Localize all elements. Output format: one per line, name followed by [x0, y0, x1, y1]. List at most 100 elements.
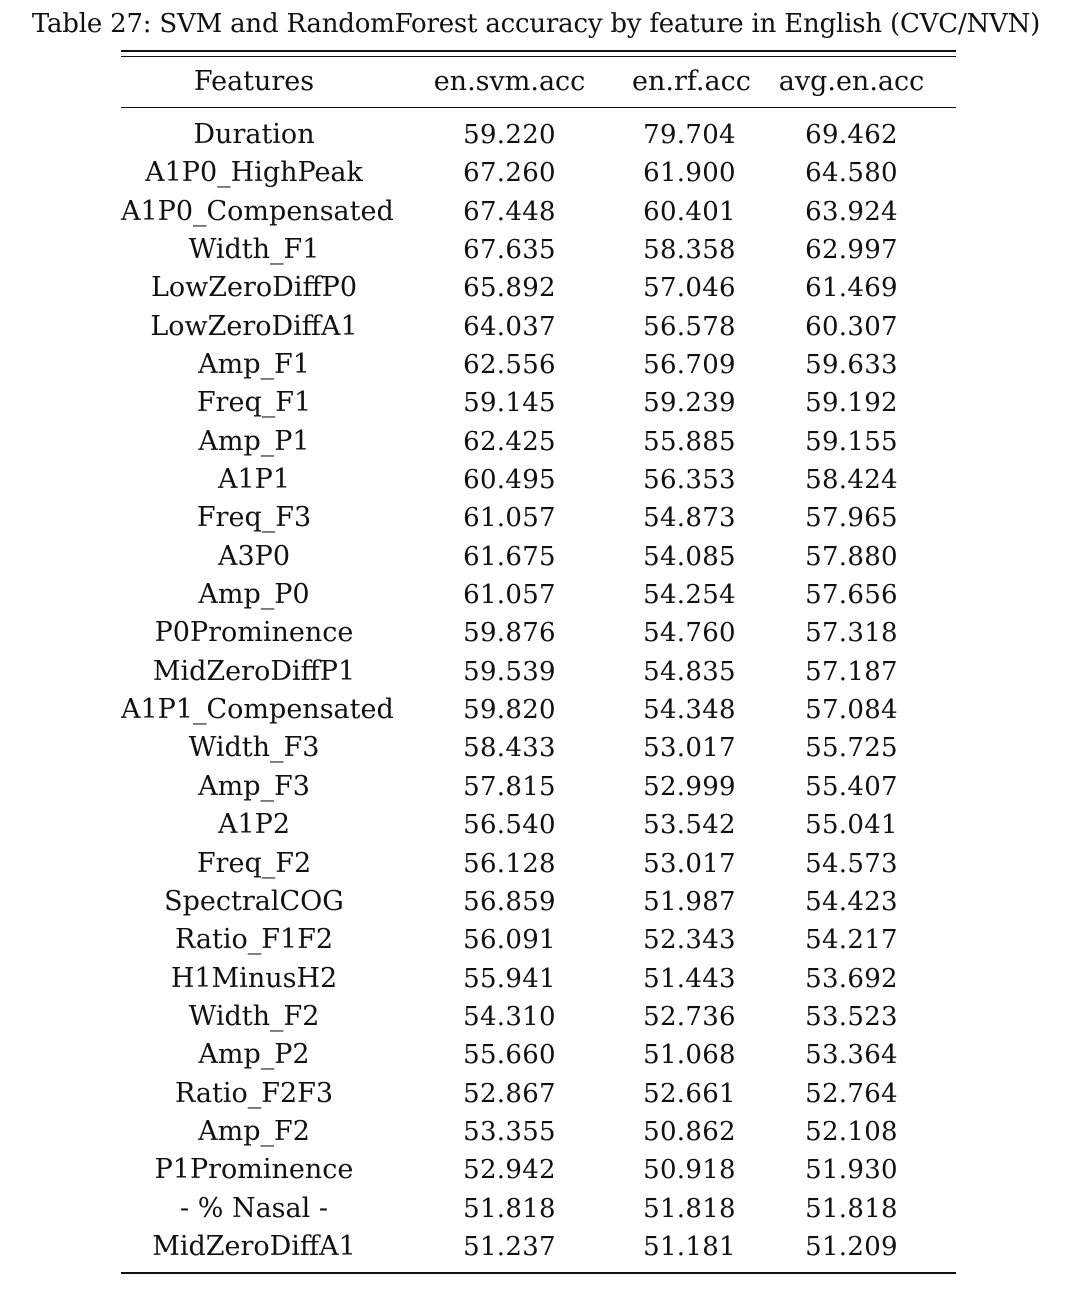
feature-cell: A1P0_Compensated: [121, 195, 394, 227]
avg-acc-cell: 51.818: [805, 1193, 898, 1224]
rf-acc-cell: 52.343: [643, 925, 736, 956]
svm-acc-cell: 55.941: [463, 963, 556, 994]
table-row: SpectralCOG 56.859 51.987 54.423: [121, 883, 956, 921]
table-row: LowZeroDiffA1 64.037 56.578 60.307: [121, 308, 956, 346]
feature-cell: MidZeroDiffA1: [152, 1230, 356, 1262]
table-row: Amp_P1 62.425 55.885 59.155: [121, 423, 956, 461]
rf-acc-cell: 60.401: [643, 196, 736, 227]
rf-acc-cell: 52.999: [643, 771, 736, 802]
accuracy-table: Features en.svm.acc en.rf.acc avg.en.acc: [121, 57, 956, 107]
avg-acc-cell: 61.469: [805, 273, 898, 304]
svm-acc-cell: 58.433: [463, 733, 556, 764]
svm-acc-cell: 57.815: [463, 771, 556, 802]
avg-acc-cell: 55.041: [805, 810, 898, 841]
rf-acc-cell: 54.254: [643, 580, 736, 611]
header-svm-acc: en.svm.acc: [433, 65, 586, 97]
table-row: LowZeroDiffP0 65.892 57.046 61.469: [121, 269, 956, 307]
feature-cell: A1P1: [217, 464, 291, 496]
svm-acc-cell: 62.556: [463, 350, 556, 381]
avg-acc-cell: 54.573: [805, 848, 898, 879]
rf-acc-cell: 51.443: [643, 963, 736, 994]
svm-acc-cell: 61.057: [463, 580, 556, 611]
rf-acc-cell: 53.017: [643, 733, 736, 764]
avg-acc-cell: 57.318: [805, 618, 898, 649]
avg-acc-cell: 51.930: [805, 1155, 898, 1186]
avg-acc-cell: 52.108: [805, 1116, 898, 1147]
feature-cell: A1P1_Compensated: [121, 694, 394, 726]
feature-cell: Amp_F1: [198, 349, 310, 381]
header-row: Features en.svm.acc en.rf.acc avg.en.acc: [121, 57, 956, 107]
feature-cell: Freq_F2: [196, 847, 312, 879]
table-row: - % Nasal - 51.818 51.818 51.818: [121, 1190, 956, 1228]
svm-acc-cell: 59.820: [463, 695, 556, 726]
feature-cell: Ratio_F1F2: [174, 924, 334, 956]
top-rule: [121, 50, 956, 52]
feature-cell: Width_F1: [188, 234, 320, 265]
rf-acc-cell: 51.818: [643, 1193, 736, 1224]
svm-acc-cell: 59.876: [463, 618, 556, 649]
table-row: Freq_F3 61.057 54.873 57.965: [121, 499, 956, 537]
table-row: Duration 59.220 79.704 69.462: [121, 116, 956, 154]
rf-acc-cell: 56.578: [643, 311, 736, 342]
table-row: A1P1 60.495 56.353 58.424: [121, 461, 956, 499]
avg-acc-cell: 53.692: [805, 963, 898, 994]
avg-acc-cell: 54.423: [805, 886, 898, 917]
rf-acc-cell: 54.873: [643, 503, 736, 534]
feature-cell: Width_F2: [188, 1000, 320, 1032]
svm-acc-cell: 59.539: [463, 656, 556, 687]
feature-cell: P0Prominence: [154, 617, 354, 649]
svm-acc-cell: 52.942: [463, 1155, 556, 1186]
rf-acc-cell: 51.181: [643, 1231, 736, 1262]
mid-rule: [121, 106, 956, 108]
feature-cell: A3P0: [217, 540, 291, 572]
rf-acc-cell: 56.709: [643, 350, 736, 381]
rf-acc-cell: 52.736: [643, 1001, 736, 1032]
table-row: A1P0_HighPeak 67.260 61.900 64.580: [121, 154, 956, 192]
avg-acc-cell: 55.407: [805, 771, 898, 802]
svm-acc-cell: 59.220: [463, 119, 556, 150]
table-row: Ratio_F2F3 52.867 52.661 52.764: [121, 1075, 956, 1113]
avg-acc-cell: 54.217: [805, 925, 898, 956]
svm-acc-cell: 56.091: [463, 925, 556, 956]
table-row: A1P0_Compensated 67.448 60.401 63.924: [121, 193, 956, 231]
avg-acc-cell: 51.209: [805, 1231, 898, 1262]
svm-acc-cell: 67.448: [463, 196, 556, 227]
avg-acc-cell: 69.462: [805, 119, 898, 150]
table-row: A1P2 56.540 53.542 55.041: [121, 806, 956, 844]
feature-cell: H1MinusH2: [170, 962, 338, 994]
avg-acc-cell: 52.764: [805, 1078, 898, 1109]
rf-acc-cell: 56.353: [643, 465, 736, 496]
rf-acc-cell: 58.358: [643, 235, 736, 265]
feature-cell: Width_F3: [188, 732, 320, 764]
table-row: Amp_F1 62.556 56.709 59.633: [121, 346, 956, 384]
svm-acc-cell: 53.355: [463, 1116, 556, 1147]
rf-acc-cell: 59.239: [643, 388, 736, 419]
svm-acc-cell: 61.057: [463, 503, 556, 534]
svm-acc-cell: 52.867: [463, 1078, 556, 1109]
table-caption: Table 27: SVM and RandomForest accuracy …: [31, 9, 1041, 39]
table-row: H1MinusH2 55.941 51.443 53.692: [121, 960, 956, 998]
feature-cell: Amp_F3: [198, 770, 310, 802]
header-features: Features: [193, 65, 315, 97]
avg-acc-cell: 57.880: [805, 541, 898, 572]
rf-acc-cell: 54.760: [643, 618, 736, 649]
rf-acc-cell: 54.348: [643, 695, 736, 726]
top-rule-inner: [121, 55, 956, 57]
feature-cell: Freq_F1: [196, 387, 312, 419]
rf-acc-cell: 53.017: [643, 848, 736, 879]
feature-cell: SpectralCOG: [164, 885, 344, 917]
rf-acc-cell: 50.862: [643, 1116, 736, 1147]
svm-acc-cell: 51.237: [463, 1231, 556, 1262]
avg-acc-cell: 57.656: [805, 580, 898, 611]
svm-acc-cell: 59.145: [463, 388, 556, 419]
rf-acc-cell: 51.068: [643, 1040, 736, 1071]
svm-acc-cell: 60.495: [463, 465, 556, 496]
avg-acc-cell: 63.924: [805, 196, 898, 227]
svm-acc-cell: 64.037: [463, 311, 556, 342]
svm-acc-cell: 65.892: [463, 273, 556, 304]
avg-acc-cell: 55.725: [805, 733, 898, 764]
table-row: MidZeroDiffA1 51.237 51.181 51.209: [121, 1228, 956, 1266]
feature-cell: LowZeroDiffP0: [150, 272, 357, 304]
svm-acc-cell: 55.660: [463, 1040, 556, 1071]
svm-acc-cell: 62.425: [463, 426, 556, 457]
